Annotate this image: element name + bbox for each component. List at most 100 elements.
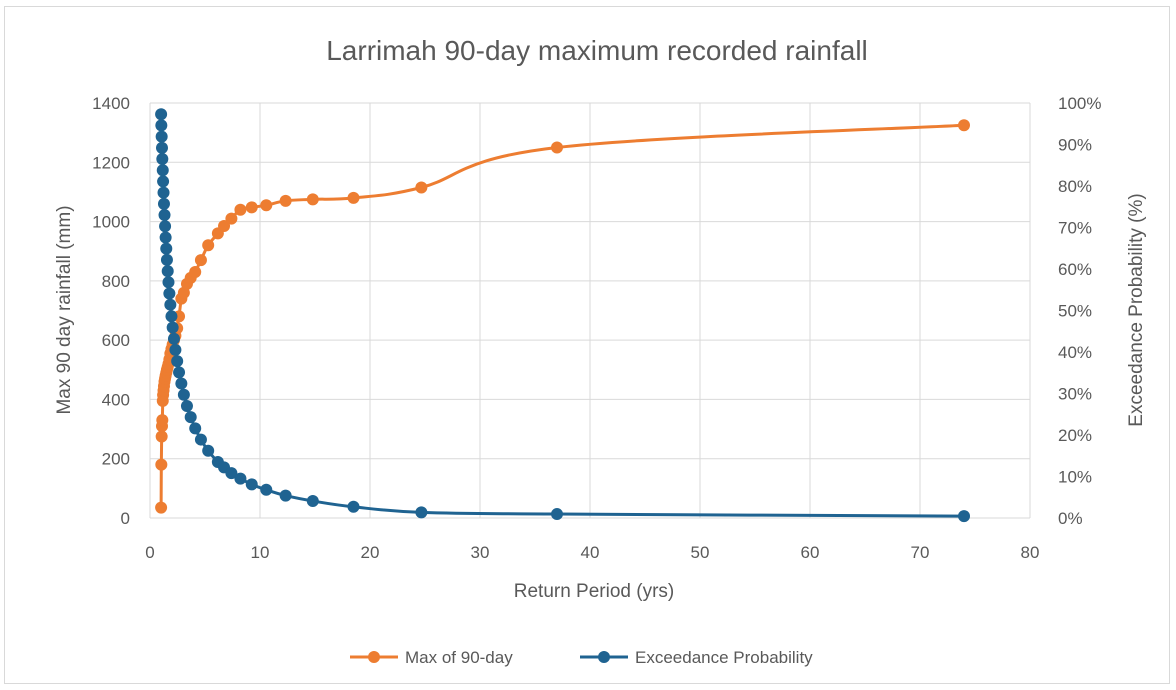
rainfall-point bbox=[415, 181, 428, 194]
probability-point bbox=[156, 153, 169, 166]
probability-point bbox=[173, 366, 186, 379]
probability-point bbox=[157, 197, 170, 210]
x-tick-label: 70 bbox=[911, 543, 930, 562]
probability-point bbox=[234, 472, 247, 485]
probability-point bbox=[415, 506, 428, 519]
probability-point bbox=[169, 343, 182, 356]
probability-point bbox=[158, 209, 171, 222]
x-tick-label: 50 bbox=[691, 543, 710, 562]
probability-point bbox=[260, 483, 273, 496]
probability-point bbox=[155, 130, 168, 143]
probability-line bbox=[159, 114, 965, 518]
x-tick-label: 30 bbox=[471, 543, 490, 562]
y-tick-labels: 0 200 400 600 800 1000 1200 1400 bbox=[92, 94, 130, 528]
probability-point bbox=[175, 377, 188, 390]
probability-point bbox=[245, 478, 258, 491]
y2-tick-label: 80% bbox=[1058, 177, 1092, 196]
x-tick-label: 20 bbox=[361, 543, 380, 562]
y-tick-label: 400 bbox=[102, 390, 130, 409]
y2-tick-label: 40% bbox=[1058, 343, 1092, 362]
y2-tick-label: 60% bbox=[1058, 260, 1092, 279]
y-tick-label: 0 bbox=[121, 509, 130, 528]
probability-point bbox=[167, 332, 180, 345]
gridlines bbox=[149, 102, 1031, 519]
rainfall-point bbox=[155, 430, 168, 443]
x-tick-label: 60 bbox=[801, 543, 820, 562]
y2-tick-label: 0% bbox=[1058, 509, 1083, 528]
rainfall-point bbox=[156, 414, 169, 427]
y2-axis-label: Exceedance Probability (%) bbox=[1126, 193, 1147, 426]
probability-point bbox=[157, 175, 170, 188]
probability-point bbox=[165, 310, 178, 323]
y-tick-label: 1400 bbox=[92, 94, 130, 113]
x-axis-label: Return Period (yrs) bbox=[514, 581, 675, 602]
probability-point bbox=[180, 399, 193, 412]
probability-point bbox=[171, 355, 184, 368]
x-tick-labels: 0 10 20 30 40 50 60 70 80 bbox=[145, 543, 1039, 562]
x-tick-label: 10 bbox=[251, 543, 270, 562]
y-tick-label: 1000 bbox=[92, 213, 130, 232]
legend: Max of 90-day Exceedance Probability bbox=[350, 648, 813, 667]
probability-point bbox=[160, 242, 173, 255]
rainfall-point bbox=[958, 119, 970, 132]
y-tick-label: 800 bbox=[102, 272, 130, 291]
probability-point bbox=[184, 411, 197, 424]
probability-point bbox=[155, 141, 168, 154]
probability-point bbox=[159, 231, 172, 244]
series-exceedance-probability bbox=[155, 108, 970, 523]
chart-title: Larrimah 90-day maximum recorded rainfal… bbox=[326, 35, 868, 66]
y2-tick-label: 10% bbox=[1058, 468, 1092, 487]
probability-point bbox=[161, 265, 174, 278]
rainfall-point bbox=[155, 501, 168, 514]
y-tick-label: 1200 bbox=[92, 153, 130, 172]
chart-frame bbox=[4, 6, 1170, 684]
x-tick-label: 0 bbox=[145, 543, 154, 562]
rainfall-point bbox=[194, 254, 207, 267]
rainfall-point bbox=[202, 239, 215, 252]
probability-point bbox=[189, 422, 202, 435]
probability-point bbox=[551, 508, 563, 521]
rainfall-point bbox=[347, 191, 360, 204]
probability-point bbox=[177, 388, 190, 401]
y-axis-label: Max 90 day rainfall (mm) bbox=[54, 205, 75, 414]
probability-point bbox=[279, 489, 292, 502]
probability-point bbox=[162, 276, 175, 289]
legend-label-rainfall: Max of 90-day bbox=[405, 648, 513, 667]
probability-point bbox=[225, 467, 238, 480]
probability-point bbox=[163, 287, 176, 300]
rainfall-point bbox=[279, 194, 292, 207]
probability-point bbox=[164, 298, 177, 311]
probability-point bbox=[958, 510, 970, 523]
rainfall-point bbox=[218, 220, 231, 233]
legend-label-probability: Exceedance Probability bbox=[635, 648, 813, 667]
y2-tick-labels: 0% 10% 20% 30% 40% 50% 60% 70% 80% 90% 100% bbox=[1058, 94, 1101, 528]
rainfall-point bbox=[306, 193, 319, 206]
probability-point bbox=[160, 253, 173, 266]
probability-point bbox=[166, 321, 179, 334]
legend-marker-rainfall bbox=[368, 651, 380, 663]
rainfall-point bbox=[260, 199, 273, 212]
probability-point bbox=[194, 433, 207, 446]
x-tick-label: 40 bbox=[581, 543, 600, 562]
y2-tick-label: 100% bbox=[1058, 94, 1101, 113]
rainfall-point bbox=[155, 458, 168, 471]
rainfall-point bbox=[225, 212, 238, 225]
probability-point bbox=[159, 220, 172, 233]
probability-point bbox=[156, 164, 169, 177]
y-tick-label: 200 bbox=[102, 450, 130, 469]
probability-point bbox=[306, 494, 319, 507]
probability-point bbox=[347, 500, 360, 513]
rainfall-point bbox=[189, 265, 202, 278]
series-max-rainfall bbox=[155, 119, 970, 514]
rainfall-point bbox=[234, 203, 247, 216]
y2-tick-label: 30% bbox=[1058, 385, 1092, 404]
y2-tick-label: 70% bbox=[1058, 219, 1092, 238]
rainfall-point bbox=[551, 141, 563, 154]
probability-point bbox=[155, 119, 168, 132]
probability-point bbox=[155, 108, 168, 121]
rainfall-point bbox=[245, 201, 258, 214]
y2-tick-label: 20% bbox=[1058, 426, 1092, 445]
x-tick-label: 80 bbox=[1021, 543, 1040, 562]
probability-point bbox=[157, 186, 170, 199]
y-tick-label: 600 bbox=[102, 331, 130, 350]
